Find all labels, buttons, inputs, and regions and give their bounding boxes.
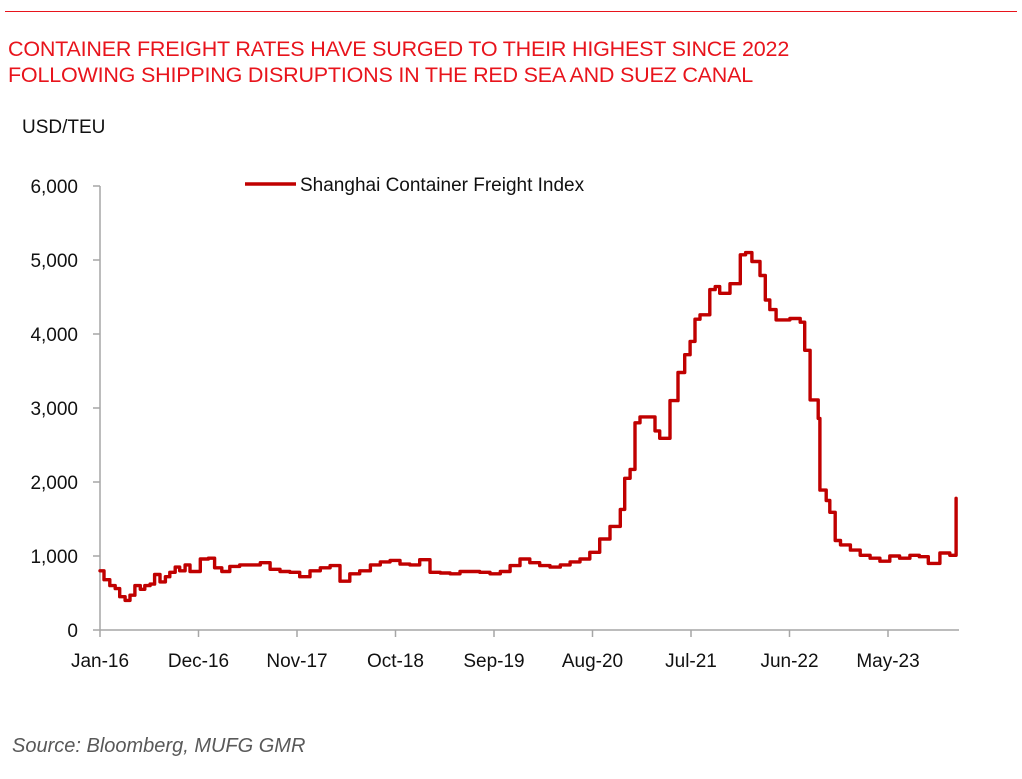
series-line-scfi xyxy=(98,250,958,603)
legend-label: Shanghai Container Freight Index xyxy=(300,175,585,196)
y-tick-label: 6,000 xyxy=(30,177,78,198)
chart-title-line-2: FOLLOWING SHIPPING DISRUPTIONS IN THE RE… xyxy=(8,63,754,87)
x-tick-label: Nov-17 xyxy=(266,651,327,672)
x-tick-label: Jul-21 xyxy=(665,651,717,672)
y-tick-label: 0 xyxy=(67,621,78,642)
x-tick-label: Sep-19 xyxy=(463,651,524,672)
x-tick-label: Aug-20 xyxy=(562,651,623,672)
x-tick-label: Oct-18 xyxy=(367,651,424,672)
y-tick-label: 3,000 xyxy=(30,399,78,420)
y-tick-label: 5,000 xyxy=(30,251,78,272)
x-tick-label: Jan-16 xyxy=(71,651,129,672)
chart-title-line-1: CONTAINER FREIGHT RATES HAVE SURGED TO T… xyxy=(8,37,790,61)
x-tick-label: May-23 xyxy=(856,651,919,672)
legend: Shanghai Container Freight Index xyxy=(245,175,585,196)
y-tick-label: 2,000 xyxy=(30,473,78,494)
series-layer xyxy=(98,250,958,603)
y-tick-label: 1,000 xyxy=(30,547,78,568)
top-rule xyxy=(5,11,1017,12)
x-tick-label: Dec-16 xyxy=(168,651,229,672)
y-axis: 0 1,000 2,000 3,000 4,000 5,000 6,000 xyxy=(30,177,101,642)
x-axis: Jan-16 Dec-16 Nov-17 Oct-18 Sep-19 Aug-20 Jul-… xyxy=(71,629,959,672)
source-note: Source: Bloomberg, MUFG GMR xyxy=(12,735,306,757)
x-tick-label: Jun-22 xyxy=(760,651,818,672)
y-axis-unit-label: USD/TEU xyxy=(22,117,106,138)
y-tick-label: 4,000 xyxy=(30,325,78,346)
chart-title: CONTAINER FREIGHT RATES HAVE SURGED TO T… xyxy=(8,36,1018,88)
